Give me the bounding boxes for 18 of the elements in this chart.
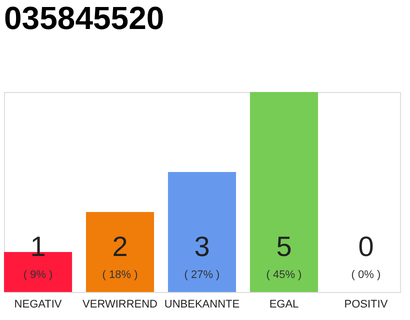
x-tick-label: VERWIRREND (82, 298, 158, 310)
annotation: ( 0% ) (351, 269, 381, 281)
data-label: 0 (358, 231, 374, 262)
bar (250, 92, 318, 292)
x-tick-label: EGAL (269, 298, 299, 310)
x-tick-label: UNBEKANNTE (164, 298, 240, 310)
annotation: ( 9% ) (23, 269, 53, 281)
data-label: 3 (194, 231, 210, 262)
bar (86, 212, 154, 292)
bar (168, 172, 236, 292)
chart-title: 035845520 (4, 0, 164, 36)
annotation: ( 27% ) (184, 269, 220, 281)
annotation: ( 18% ) (102, 269, 138, 281)
x-tick-label: POSITIV (344, 298, 388, 310)
annotation: ( 45% ) (266, 269, 302, 281)
data-label: 5 (276, 231, 292, 262)
x-tick-label: NEGATIV (14, 298, 62, 310)
data-label: 2 (112, 231, 128, 262)
